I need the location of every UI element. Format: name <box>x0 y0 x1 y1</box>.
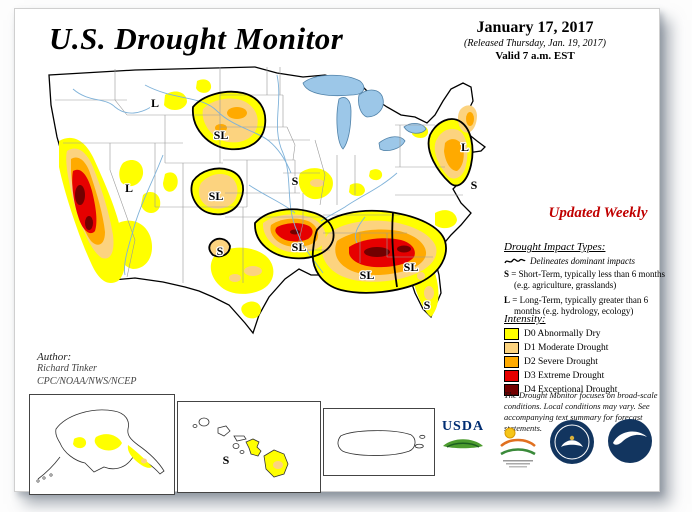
d3-swatch <box>504 370 519 382</box>
rivers <box>72 74 398 276</box>
long-term-definition: L = Long-Term, typically greater than 6 … <box>504 295 666 318</box>
delineates-row: Delineates dominant impacts <box>504 256 666 266</box>
delineates-label: Delineates dominant impacts <box>530 256 635 266</box>
map-label-new-england: S <box>471 178 478 192</box>
map-label-rockies: L <box>151 96 159 110</box>
author-name: Richard Tinker <box>37 363 97 374</box>
puerto-rico-inset <box>323 408 435 476</box>
short-term-definition: S = Short-Term, typically less than 6 mo… <box>504 269 666 292</box>
impact-types-heading: Drought Impact Types: <box>504 241 606 253</box>
map-label-kansas-oklahoma: S <box>217 244 224 258</box>
d4-label: D4 Exceptional Drought <box>524 385 618 395</box>
doc-seal-icon <box>550 420 594 464</box>
impact-line-icon <box>504 258 526 264</box>
release-date: (Released Thursday, Jan. 19, 2017) <box>464 38 606 49</box>
impact-types-panel: Drought Impact Types: Delineates dominan… <box>504 241 666 320</box>
map-label-hawaii: S <box>223 453 230 467</box>
legend-item-d4: D4 Exceptional Drought <box>504 384 666 396</box>
puerto-rico-map <box>337 430 426 456</box>
date-block: January 17, 2017 (Released Thursday, Jan… <box>427 19 643 62</box>
map-label-nevada: L <box>125 181 133 195</box>
alaska-map <box>36 409 165 483</box>
legend-item-d2: D2 Severe Drought <box>504 356 666 368</box>
updated-weekly: Updated Weekly <box>548 205 648 221</box>
noaa-logo <box>607 418 653 464</box>
map-label-southeast-east: SL <box>404 260 419 274</box>
drought-monitor-page: U.S. Drought Monitor January 17, 2017 (R… <box>14 8 665 495</box>
author-org: CPC/NOAA/NWS/NCEP <box>37 375 137 387</box>
impact-outlines <box>190 90 474 294</box>
ndmc-icon <box>500 427 536 468</box>
noaa-icon <box>608 419 652 463</box>
usda-logo-text: USDA <box>441 419 485 434</box>
drought-mitigation-center-logo <box>497 423 539 469</box>
author-block: Author: Richard Tinker CPC/NOAA/NWS/NCEP <box>37 351 136 388</box>
map-label-southeast-west: SL <box>360 268 375 282</box>
department-of-commerce-seal <box>549 419 595 465</box>
intensity-legend-panel: Intensity: D0 Abnormally Dry D1 Moderate… <box>504 313 666 398</box>
legend-item-d1: D1 Moderate Drought <box>504 342 666 354</box>
author-label: Author: <box>37 351 72 363</box>
short-term-text: = Short-Term, typically less than 6 mont… <box>511 269 665 291</box>
map-impact-labels: L L SL S SL S SL SL SL L S S <box>124 95 479 314</box>
d1-label: D1 Moderate Drought <box>524 343 609 353</box>
legend-item-d0: D0 Abnormally Dry <box>504 328 666 340</box>
map-date: January 17, 2017 <box>476 19 594 36</box>
d3-label: D3 Extreme Drought <box>524 371 605 381</box>
d2-swatch <box>504 356 519 368</box>
us-drought-map: L L SL S SL S SL SL SL L S S <box>48 66 486 335</box>
legend-item-d3: D3 Extreme Drought <box>504 370 666 382</box>
d4-swatch <box>504 384 519 396</box>
map-label-northeast: L <box>461 140 469 154</box>
long-term-key: L <box>504 294 511 305</box>
intensity-heading: Intensity: <box>504 313 546 325</box>
map-label-southern-plains: SL <box>292 240 307 254</box>
disclaimer-text: The Drought Monitor focuses on broad-sca… <box>504 390 658 434</box>
hawaii-map: S <box>192 417 289 478</box>
map-label-central-plains: SL <box>209 189 224 203</box>
great-lakes <box>302 74 427 151</box>
short-term-key: S <box>504 269 510 279</box>
d1-swatch <box>504 342 519 354</box>
map-label-florida: S <box>424 298 431 312</box>
d0-swatch <box>504 328 519 340</box>
map-label-upper-midwest: S <box>292 174 299 188</box>
d0-label: D0 Abnormally Dry <box>524 329 601 339</box>
alaska-inset <box>29 394 175 495</box>
map-label-north-plains: SL <box>214 128 229 142</box>
valid-time: Valid 7 a.m. EST <box>495 50 575 62</box>
page-title: U.S. Drought Monitor <box>49 21 344 56</box>
long-term-text: = Long-Term, typically greater than 6 mo… <box>512 294 649 316</box>
d2-label: D2 Severe Drought <box>524 357 598 367</box>
usda-swoosh-icon <box>443 439 483 449</box>
usda-logo: USDA <box>439 419 487 465</box>
hawaii-inset: S <box>177 401 321 493</box>
